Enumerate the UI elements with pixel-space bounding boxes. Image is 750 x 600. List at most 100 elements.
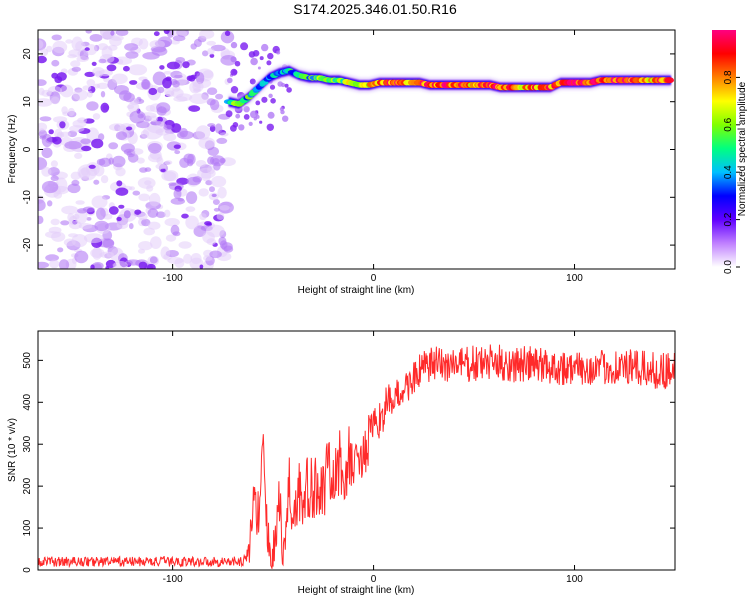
noise-blob (126, 126, 133, 131)
noise-blob (142, 52, 160, 60)
spectrogram-y-tick-label: -10 (22, 190, 33, 205)
noise-blob (70, 60, 81, 68)
noise-blob (208, 192, 219, 201)
noise-blob (207, 47, 215, 55)
noise-blob (189, 93, 209, 104)
noise-blob (108, 206, 119, 215)
noise-blob (217, 186, 227, 199)
noise-blob (170, 197, 185, 205)
noise-blob (116, 216, 122, 222)
noise-blob (80, 138, 91, 145)
noise-blob (175, 57, 186, 63)
colorbar-tick-label: 0.6 (723, 117, 734, 131)
onset-blob (234, 60, 241, 67)
onset-blob (270, 98, 276, 104)
noise-blob (58, 259, 70, 269)
snr-x-tick-label: -100 (163, 574, 183, 585)
noise-blob (86, 101, 99, 111)
noise-blob (209, 99, 220, 111)
noise-blob (100, 102, 110, 113)
noise-blob (199, 213, 207, 221)
noise-blob (125, 51, 139, 59)
snr-x-axis-title: Height of straight line (km) (298, 585, 415, 596)
noise-blob (41, 89, 52, 97)
spectrogram-x-ticks: -100 0 100 (163, 30, 583, 284)
onset-blob (268, 93, 273, 99)
noise-blob (199, 264, 204, 269)
noise-blob (163, 124, 173, 131)
noise-blob (98, 58, 107, 64)
noise-blob (188, 105, 201, 112)
noise-blob (170, 224, 180, 236)
noise-blob (182, 61, 190, 69)
noise-blob (87, 90, 93, 98)
colorbar-ticks: 0.0 0.2 0.4 0.6 0.8 (723, 70, 740, 274)
spectrogram-x-tick-label: -100 (163, 273, 183, 284)
noise-blob (206, 40, 216, 46)
noise-blob (50, 160, 59, 168)
noise-blob (132, 190, 141, 196)
noise-blob (75, 41, 86, 52)
noise-blob (88, 164, 96, 169)
noise-blob (137, 177, 156, 189)
noise-blob (50, 96, 60, 105)
noise-blob (100, 175, 109, 184)
noise-blob (146, 263, 156, 269)
noise-blob (186, 75, 193, 81)
noise-blob (61, 205, 78, 215)
onset-blob (243, 114, 250, 120)
noise-blob (115, 131, 128, 141)
noise-blob (137, 212, 148, 221)
noise-blob (167, 257, 184, 264)
noise-blob (160, 168, 166, 173)
noise-blob (168, 182, 177, 186)
noise-blob (100, 91, 106, 98)
onset-blob (261, 43, 269, 52)
noise-blob (147, 208, 159, 218)
onset-blob (269, 84, 276, 90)
snr-y-tick-label: 400 (22, 394, 33, 411)
noise-blob (119, 208, 137, 222)
noise-blob (116, 30, 129, 36)
noise-blob (187, 153, 196, 165)
noise-blob (138, 38, 149, 50)
noise-blob (93, 179, 100, 185)
onset-blob (227, 77, 233, 84)
noise-blob (86, 217, 92, 221)
noise-blob (50, 218, 60, 226)
colorbar-tick-label: 0.0 (723, 260, 734, 274)
onset-blob (250, 110, 258, 119)
snr-y-tick-label: 100 (22, 519, 33, 536)
noise-blob (205, 180, 213, 186)
noise-blob (74, 209, 88, 225)
noise-blob (209, 53, 215, 58)
snr-panel: -100 0 100 0 100 200 300 400 500 Height of stra… (7, 330, 676, 596)
noise-blob (129, 186, 136, 191)
snr-x-tick-label: 100 (566, 574, 583, 585)
noise-blob (48, 129, 54, 135)
noise-blob (51, 59, 60, 67)
noise-blob (85, 30, 92, 34)
noise-blob (197, 167, 216, 179)
noise-blob (153, 31, 160, 37)
colorbar-label: Normalized spectral amplitude (737, 81, 748, 216)
noise-blob (195, 160, 207, 168)
noise-blob (38, 157, 48, 170)
snr-y-ticks: 0 100 200 300 400 500 (22, 352, 675, 573)
noise-blob (108, 157, 114, 165)
noise-blob (206, 238, 217, 246)
noise-blob (150, 236, 162, 250)
noise-blob (56, 72, 67, 81)
noise-blob (220, 30, 235, 44)
noise-blob (166, 61, 180, 70)
noise-blob (98, 133, 105, 141)
colorbar: 0.0 0.2 0.4 0.6 0.8 Normalized spectral ampl… (712, 30, 748, 274)
noise-blob (47, 200, 53, 207)
spectrogram-y-tick-label: -20 (22, 237, 33, 252)
onset-blob (230, 41, 238, 49)
figure-title: S174.2025.346.01.50.R16 (293, 1, 457, 17)
spectrogram-noise-layer (38, 30, 292, 269)
noise-blob (117, 125, 130, 133)
noise-blob (207, 123, 216, 128)
